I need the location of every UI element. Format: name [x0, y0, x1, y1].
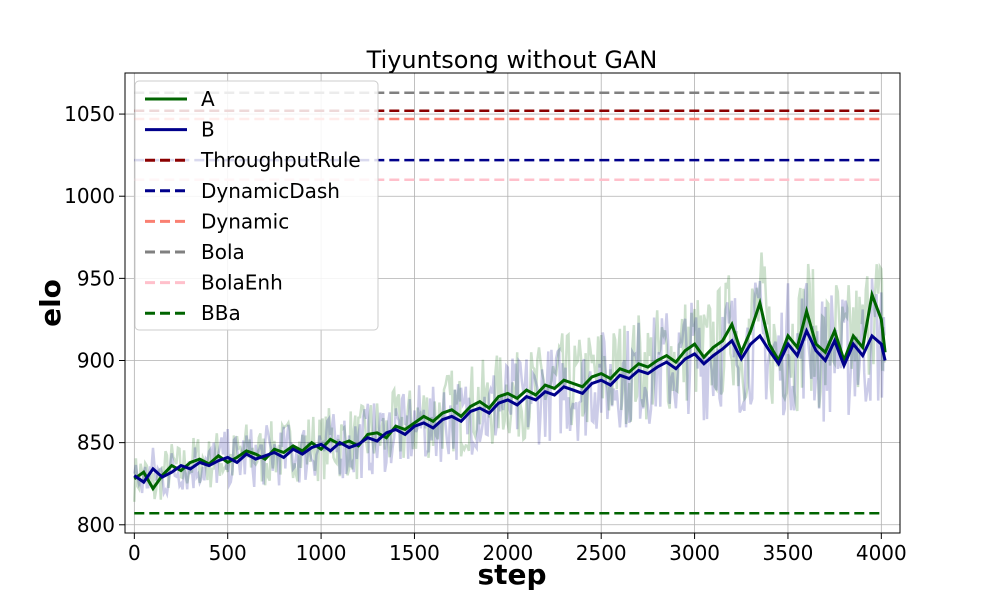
legend-label: Dynamic — [201, 209, 289, 233]
series-A-raw — [133, 252, 886, 502]
series-lines — [133, 91, 887, 515]
plot-frame — [124, 72, 901, 534]
y-tick-label: 950 — [77, 266, 115, 290]
legend: AB ThroughputRule DynamicDash Dynamic Bola Bo… — [134, 80, 379, 331]
x-tick-label: 1500 — [389, 541, 440, 565]
x-tick-label: 3500 — [762, 541, 813, 565]
grid — [125, 73, 900, 533]
legend-label: A — [201, 87, 215, 111]
x-tick-label: 0 — [128, 541, 141, 565]
y-tick-label: 1000 — [64, 184, 115, 208]
legend-box — [134, 80, 379, 331]
y-tick-label: 1050 — [64, 102, 115, 126]
x-tick-label: 500 — [209, 541, 247, 565]
y-tick-label: 800 — [77, 513, 115, 537]
x-tick-label: 4000 — [856, 541, 907, 565]
y-tick-label: 900 — [77, 349, 115, 373]
legend-label: BBa — [201, 301, 241, 325]
x-axis-ticks: 0 500 1000 1500 2000 2500 3000 3500 4000 — [128, 533, 907, 565]
legend-label: B — [201, 118, 215, 142]
legend-label: Bola — [201, 240, 245, 264]
legend-label: ThroughputRule — [200, 148, 361, 172]
chart-title: Tiyuntsong without GAN — [366, 46, 658, 74]
x-tick-label: 2000 — [482, 541, 533, 565]
y-tick-label: 850 — [77, 431, 115, 455]
series-B-raw — [133, 278, 886, 499]
series-b-line — [133, 327, 887, 485]
x-axis-label: step — [477, 558, 546, 591]
y-axis-label: elo — [34, 279, 67, 327]
legend-label: BolaEnh — [201, 271, 283, 295]
x-tick-label: 1000 — [296, 541, 347, 565]
x-tick-label: 3000 — [669, 541, 720, 565]
noise-bands — [133, 252, 886, 502]
legend-label: DynamicDash — [201, 179, 340, 203]
y-axis-ticks: 800 850 900 950 1000 1050 — [64, 102, 125, 537]
x-tick-label: 2500 — [576, 541, 627, 565]
